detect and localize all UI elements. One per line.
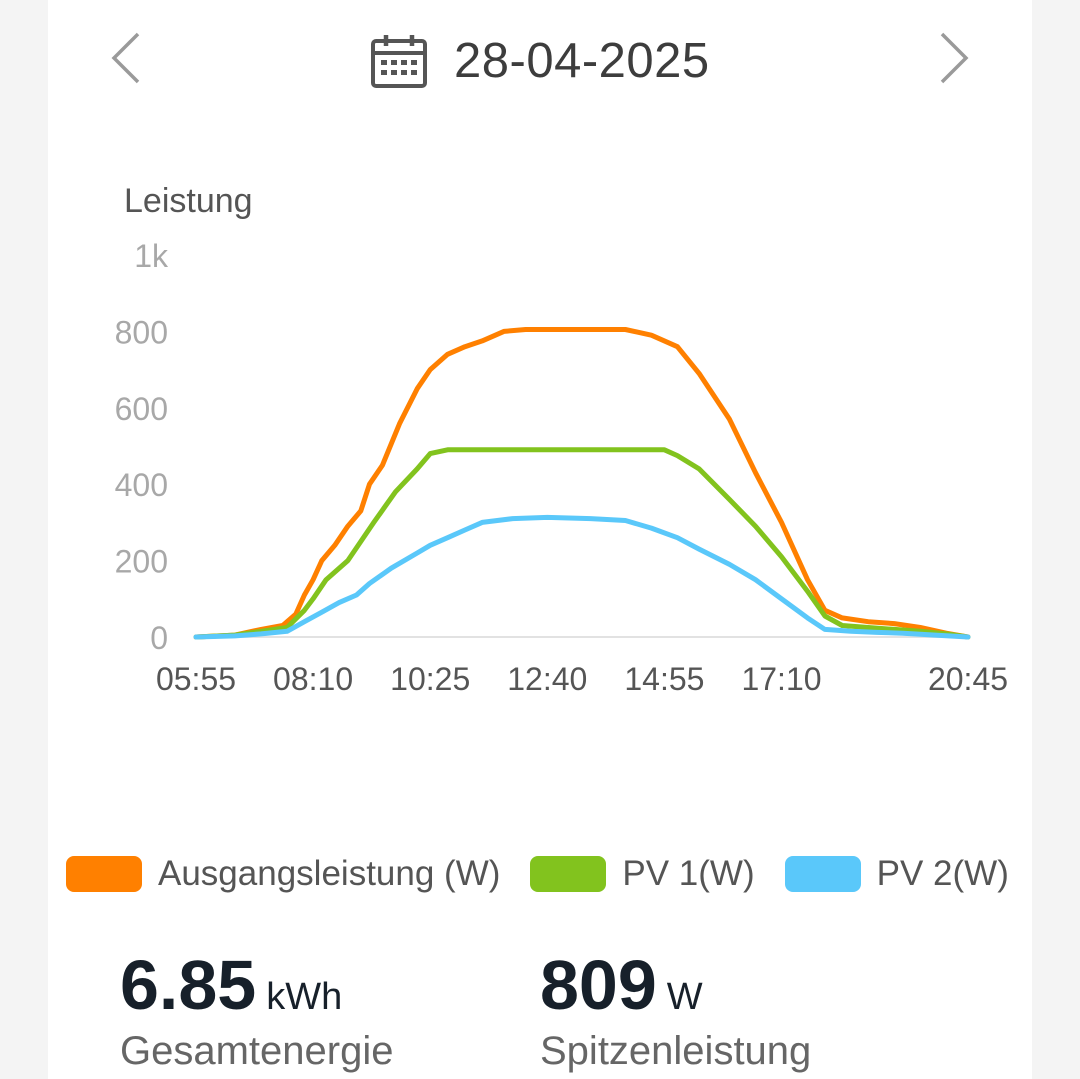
y-tick-label: 200 bbox=[115, 544, 168, 580]
legend-item-output-power[interactable]: Ausgangsleistung (W) bbox=[66, 854, 500, 894]
x-tick-label: 17:10 bbox=[741, 661, 821, 697]
total-energy-stat: 6.85 kWh Gesamtenergie bbox=[120, 945, 393, 1074]
chart-legend: Ausgangsleistung (W) PV 1(W) PV 2(W) bbox=[66, 852, 1080, 896]
legend-label: Ausgangsleistung (W) bbox=[158, 854, 501, 893]
total-energy-caption: Gesamtenergie bbox=[120, 1029, 394, 1073]
x-tick-label: 08:10 bbox=[273, 661, 353, 697]
x-tick-label: 20:45 bbox=[928, 661, 1008, 697]
total-energy-value: 6.85 bbox=[120, 946, 257, 1024]
y-tick-label: 0 bbox=[150, 620, 168, 656]
x-tick-label: 05:55 bbox=[156, 661, 236, 697]
peak-power-caption: Spitzenleistung bbox=[540, 1029, 812, 1073]
calendar-icon bbox=[371, 35, 427, 88]
content-card bbox=[48, 0, 1032, 1079]
chevron-right-icon bbox=[940, 32, 969, 84]
date-picker[interactable]: 28-04-2025 bbox=[370, 26, 710, 96]
legend-swatch bbox=[530, 856, 607, 892]
series-line bbox=[193, 327, 971, 640]
legend-item-pv1[interactable]: PV 1(W) bbox=[530, 854, 755, 894]
peak-power-value: 809 bbox=[540, 946, 657, 1024]
series-lines bbox=[193, 327, 971, 640]
legend-swatch bbox=[66, 856, 142, 892]
date-label: 28-04-2025 bbox=[454, 34, 710, 88]
y-tick-label: 400 bbox=[115, 467, 168, 503]
total-energy-unit: kWh bbox=[266, 976, 343, 1018]
y-tick-label: 800 bbox=[115, 314, 168, 350]
next-day-button[interactable] bbox=[934, 28, 974, 88]
power-chart: Leistung 0 200 400 600 800 1k 05:55 08:10 10:25… bbox=[115, 182, 1008, 697]
x-tick-label: 12:40 bbox=[507, 661, 587, 697]
chevron-left-icon bbox=[111, 32, 140, 84]
x-tick-label: 10:25 bbox=[390, 661, 470, 697]
y-axis-ticks: 0 200 400 600 800 1k bbox=[115, 238, 169, 656]
y-axis-label: Leistung bbox=[124, 182, 253, 220]
x-tick-label: 14:55 bbox=[624, 661, 704, 697]
peak-power-stat: 809 W Spitzenleistung bbox=[540, 945, 811, 1074]
legend-item-pv2[interactable]: PV 2(W) bbox=[784, 854, 1009, 894]
y-tick-label: 1k bbox=[134, 238, 169, 274]
legend-swatch bbox=[784, 856, 861, 892]
legend-label: PV 2(W) bbox=[876, 854, 1009, 893]
y-tick-label: 600 bbox=[115, 391, 168, 427]
series-line bbox=[193, 514, 971, 640]
series-line bbox=[193, 447, 971, 640]
x-axis-ticks: 05:55 08:10 10:25 12:40 14:55 17:10 20:45 bbox=[156, 661, 1008, 697]
peak-power-unit: W bbox=[666, 976, 703, 1018]
legend-label: PV 1(W) bbox=[622, 854, 755, 893]
previous-day-button[interactable] bbox=[106, 28, 146, 88]
